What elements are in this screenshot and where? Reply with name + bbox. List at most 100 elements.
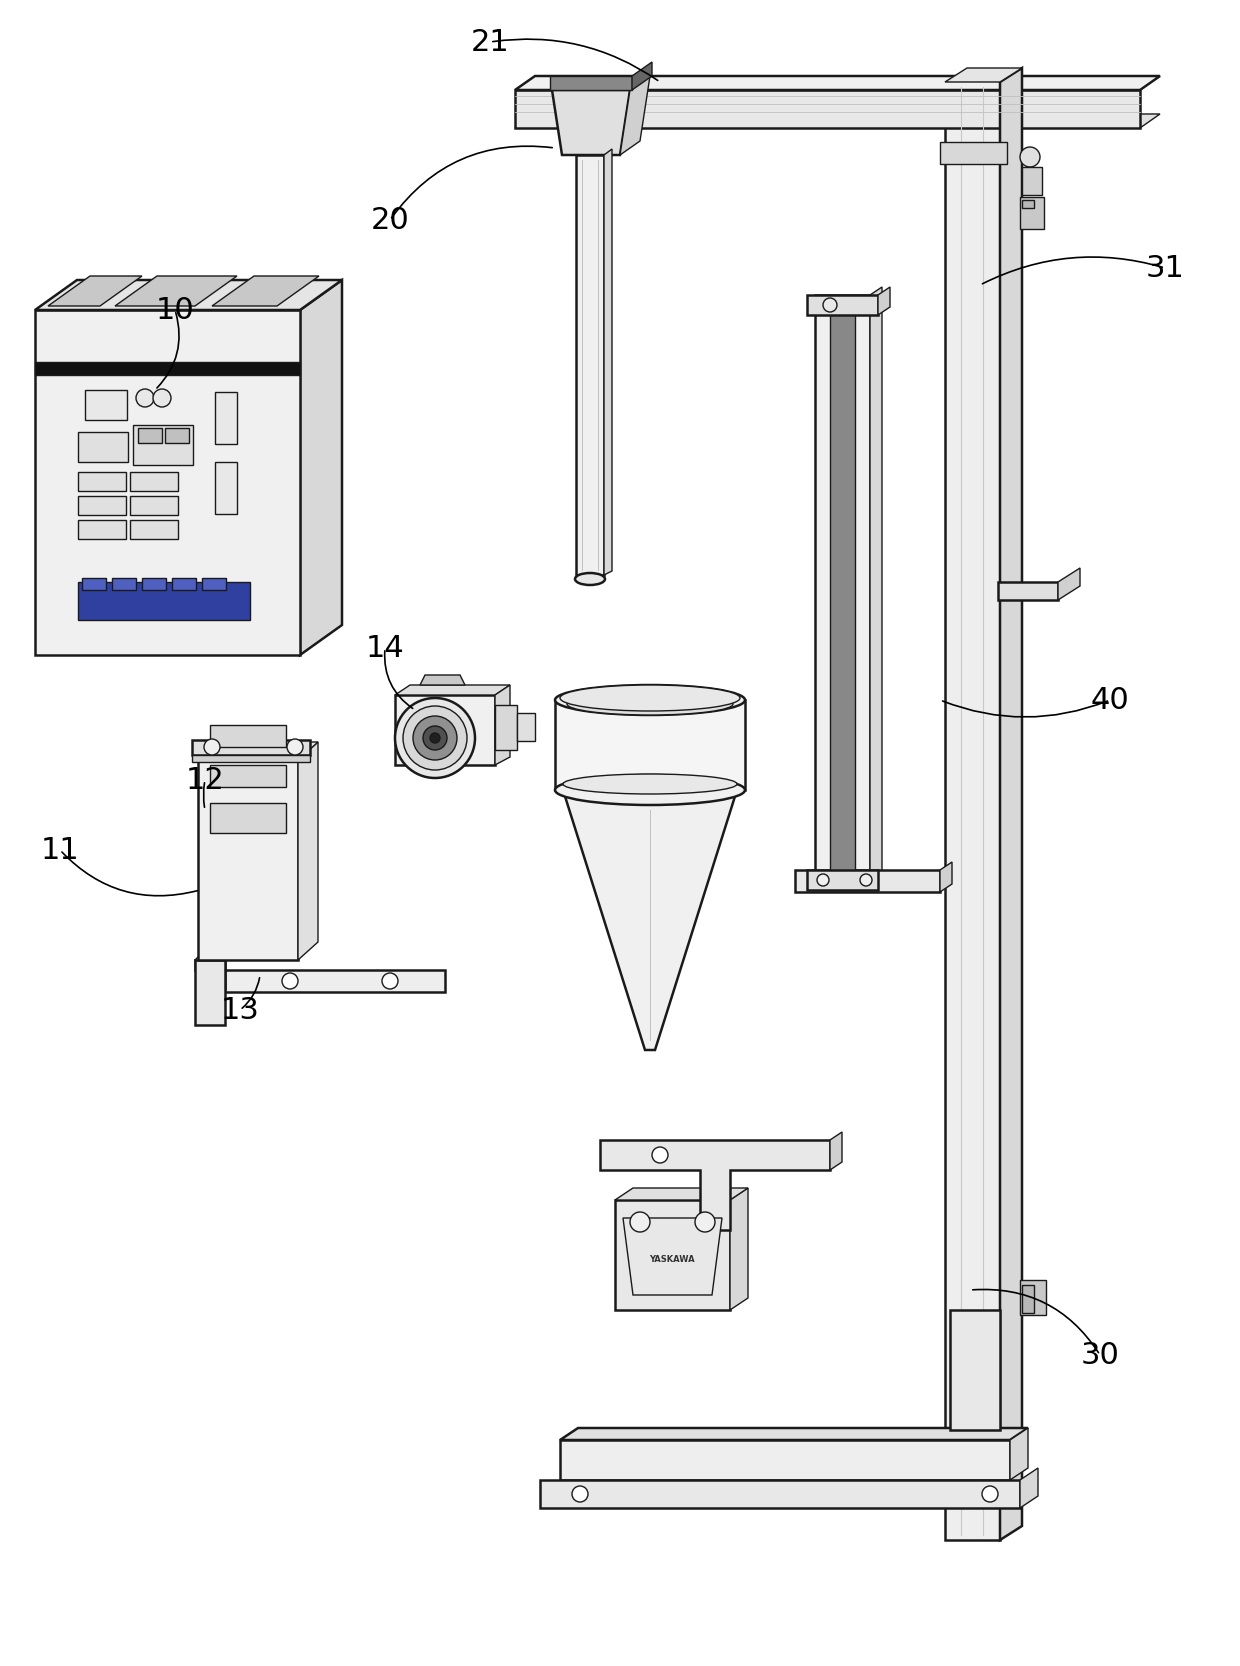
- Polygon shape: [632, 62, 652, 90]
- Ellipse shape: [563, 775, 737, 795]
- Bar: [940, 142, 1007, 163]
- FancyArrowPatch shape: [972, 1289, 1099, 1353]
- Polygon shape: [551, 77, 632, 90]
- Bar: [130, 471, 179, 491]
- Polygon shape: [807, 870, 878, 890]
- Polygon shape: [999, 68, 1022, 1539]
- Bar: [78, 431, 128, 461]
- Circle shape: [817, 875, 830, 886]
- Text: 14: 14: [366, 633, 404, 663]
- FancyArrowPatch shape: [942, 701, 1107, 716]
- Bar: [210, 803, 286, 833]
- Circle shape: [396, 698, 475, 778]
- Ellipse shape: [575, 573, 605, 585]
- Polygon shape: [870, 287, 882, 890]
- FancyArrowPatch shape: [62, 851, 197, 896]
- Polygon shape: [300, 280, 342, 655]
- Circle shape: [982, 1486, 998, 1503]
- Circle shape: [630, 1211, 650, 1231]
- Polygon shape: [795, 870, 940, 891]
- Bar: [1021, 1279, 1047, 1314]
- Circle shape: [382, 973, 398, 990]
- Polygon shape: [815, 295, 870, 890]
- Polygon shape: [396, 695, 495, 765]
- Circle shape: [281, 973, 298, 990]
- Text: 20: 20: [371, 205, 409, 235]
- Bar: [35, 362, 300, 375]
- FancyArrowPatch shape: [492, 38, 657, 80]
- Bar: [130, 520, 179, 540]
- Bar: [998, 581, 1058, 600]
- Polygon shape: [940, 861, 952, 891]
- Polygon shape: [730, 1188, 748, 1309]
- Bar: [1022, 167, 1042, 195]
- FancyArrowPatch shape: [157, 313, 179, 388]
- FancyArrowPatch shape: [384, 651, 413, 708]
- Polygon shape: [622, 1218, 722, 1294]
- Polygon shape: [298, 741, 317, 960]
- Bar: [78, 496, 126, 515]
- Polygon shape: [396, 685, 510, 695]
- Circle shape: [823, 298, 837, 312]
- Circle shape: [403, 706, 467, 770]
- Circle shape: [153, 388, 171, 407]
- Bar: [1022, 1284, 1034, 1313]
- Bar: [130, 496, 179, 515]
- Text: 11: 11: [41, 836, 79, 865]
- Bar: [165, 428, 188, 443]
- Text: 13: 13: [221, 996, 259, 1025]
- Polygon shape: [515, 77, 1159, 90]
- Polygon shape: [830, 1131, 842, 1170]
- Bar: [172, 578, 196, 590]
- Text: 12: 12: [186, 765, 224, 795]
- Polygon shape: [35, 310, 300, 655]
- Bar: [133, 425, 193, 465]
- Polygon shape: [577, 155, 604, 575]
- Circle shape: [694, 1211, 715, 1231]
- Bar: [78, 581, 250, 620]
- Text: 10: 10: [156, 295, 195, 325]
- Polygon shape: [560, 1428, 1028, 1439]
- Circle shape: [205, 740, 219, 755]
- Bar: [78, 520, 126, 540]
- Polygon shape: [515, 113, 1159, 128]
- Bar: [215, 392, 237, 445]
- Polygon shape: [1011, 1428, 1028, 1479]
- Polygon shape: [420, 675, 465, 685]
- Polygon shape: [945, 68, 1022, 82]
- Bar: [143, 578, 166, 590]
- Polygon shape: [198, 760, 298, 960]
- Bar: [1021, 197, 1044, 228]
- Bar: [1022, 200, 1034, 208]
- Bar: [517, 713, 534, 741]
- Polygon shape: [495, 685, 510, 765]
- Polygon shape: [615, 1188, 748, 1200]
- Bar: [78, 471, 126, 491]
- Bar: [112, 578, 136, 590]
- Polygon shape: [195, 960, 224, 1025]
- Bar: [82, 578, 105, 590]
- FancyArrowPatch shape: [392, 147, 552, 218]
- Polygon shape: [1058, 568, 1080, 600]
- Polygon shape: [615, 1200, 730, 1309]
- Text: 40: 40: [1091, 685, 1130, 715]
- Circle shape: [861, 875, 872, 886]
- Polygon shape: [195, 960, 445, 991]
- Bar: [830, 303, 856, 881]
- Bar: [950, 1309, 999, 1429]
- Bar: [210, 725, 286, 746]
- Circle shape: [430, 733, 440, 743]
- Polygon shape: [1021, 1468, 1038, 1508]
- Bar: [202, 578, 226, 590]
- Polygon shape: [515, 90, 1140, 128]
- Bar: [138, 428, 162, 443]
- Polygon shape: [195, 950, 236, 960]
- Bar: [495, 705, 517, 750]
- Polygon shape: [552, 90, 630, 155]
- Circle shape: [286, 740, 303, 755]
- Polygon shape: [600, 1140, 830, 1230]
- Polygon shape: [563, 790, 737, 1050]
- Circle shape: [652, 1146, 668, 1163]
- Polygon shape: [48, 277, 143, 307]
- Polygon shape: [192, 740, 310, 755]
